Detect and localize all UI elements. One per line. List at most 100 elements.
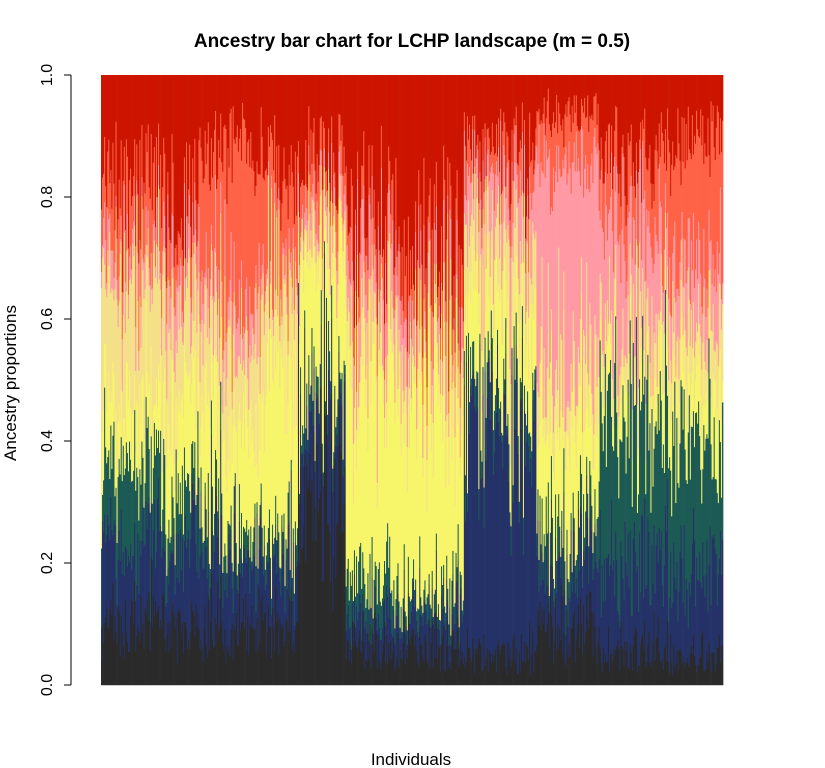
bar-segment-cluster-6 [249, 286, 251, 346]
bar-segment-cluster-1 [442, 635, 444, 686]
bar-segment-cluster-6 [437, 317, 440, 375]
bar-segment-cluster-3 [133, 470, 135, 556]
bar-segment-cluster-8 [395, 75, 397, 159]
bar-segment-cluster-4 [315, 291, 317, 367]
bar-segment-cluster-7 [414, 290, 416, 319]
bar-segment-cluster-6 [304, 212, 306, 230]
bar-segment-cluster-3 [547, 482, 550, 532]
bar-segment-cluster-1 [371, 627, 373, 686]
bar-segment-cluster-2 [556, 592, 558, 649]
bar-segment-cluster-3 [337, 399, 339, 447]
bar-segment-cluster-6 [188, 223, 190, 249]
bar-segment-cluster-5 [519, 241, 522, 320]
bar-segment-cluster-1 [330, 581, 332, 686]
individual-bar [403, 75, 406, 686]
bar-segment-cluster-6 [195, 229, 197, 265]
bar-segment-cluster-8 [199, 75, 201, 128]
individual-bar [506, 75, 508, 686]
bar-segment-cluster-3 [648, 450, 650, 532]
bar-segment-cluster-6 [150, 253, 153, 291]
bar-segment-cluster-4 [536, 428, 538, 534]
bar-segment-cluster-3 [658, 430, 661, 528]
bar-segment-cluster-4 [267, 301, 270, 529]
bar-segment-cluster-3 [422, 612, 424, 627]
individual-bar [649, 75, 651, 686]
bar-segment-cluster-6 [431, 311, 434, 386]
individual-bar [113, 75, 115, 686]
individual-bar [297, 75, 300, 686]
bar-segment-cluster-3 [253, 527, 255, 556]
bar-segment-cluster-3 [329, 351, 331, 380]
bar-segment-cluster-8 [171, 75, 173, 134]
bar-segment-cluster-2 [107, 514, 109, 627]
bar-segment-cluster-6 [328, 152, 330, 170]
bar-segment-cluster-5 [278, 208, 280, 276]
bar-segment-cluster-1 [660, 662, 663, 686]
bar-segment-cluster-8 [148, 75, 151, 188]
individual-bar [529, 75, 531, 686]
bar-segment-cluster-8 [115, 75, 117, 122]
bar-segment-cluster-5 [354, 290, 357, 330]
bar-segment-cluster-4 [589, 346, 591, 461]
bar-segment-cluster-7 [403, 219, 406, 323]
bar-segment-cluster-5 [177, 291, 180, 407]
bar-segment-cluster-2 [463, 385, 466, 657]
bar-segment-cluster-1 [289, 632, 292, 686]
bar-segment-cluster-5 [389, 232, 391, 300]
bar-segment-cluster-4 [550, 330, 553, 456]
bar-segment-cluster-8 [232, 75, 235, 107]
bar-segment-cluster-3 [479, 333, 481, 345]
bar-segment-cluster-2 [218, 518, 220, 632]
bar-segment-cluster-2 [458, 648, 461, 667]
bar-segment-cluster-4 [278, 275, 280, 533]
bar-segment-cluster-5 [360, 356, 362, 381]
bar-segment-cluster-2 [203, 567, 206, 628]
bar-segment-cluster-1 [538, 624, 540, 686]
bar-segment-cluster-5 [333, 216, 335, 225]
bar-segment-cluster-6 [601, 228, 604, 355]
bar-segment-cluster-5 [656, 386, 659, 405]
bar-segment-cluster-3 [241, 562, 244, 578]
individual-bar [258, 75, 260, 686]
individual-bar [146, 75, 148, 686]
bar-segment-cluster-5 [259, 393, 261, 451]
bar-segment-cluster-1 [653, 611, 655, 686]
bar-segment-cluster-8 [586, 75, 588, 117]
bar-segment-cluster-1 [344, 466, 347, 686]
bar-segment-cluster-7 [170, 242, 172, 299]
bar-segment-cluster-2 [643, 597, 645, 652]
bar-segment-cluster-5 [479, 209, 481, 260]
bar-segment-cluster-1 [462, 663, 465, 686]
bar-segment-cluster-2 [606, 557, 609, 662]
bar-segment-cluster-7 [405, 255, 408, 320]
bar-segment-cluster-2 [541, 552, 543, 608]
bar-segment-cluster-4 [266, 342, 269, 543]
individual-bar [617, 75, 619, 686]
bar-segment-cluster-8 [168, 75, 170, 228]
bar-segment-cluster-3 [240, 512, 243, 559]
bar-segment-cluster-2 [573, 531, 576, 612]
individual-bar [408, 75, 411, 686]
bar-segment-cluster-2 [537, 520, 539, 610]
bar-segment-cluster-4 [431, 401, 434, 571]
bar-segment-cluster-8 [381, 75, 384, 257]
bar-segment-cluster-4 [650, 455, 652, 513]
bar-segment-cluster-7 [673, 169, 675, 237]
bar-segment-cluster-2 [180, 570, 183, 634]
bar-segment-cluster-3 [589, 460, 591, 519]
bar-segment-cluster-5 [300, 251, 302, 272]
bar-segment-cluster-6 [161, 318, 163, 356]
bar-segment-cluster-3 [385, 573, 387, 626]
individual-bar [301, 75, 303, 686]
bar-segment-cluster-3 [263, 525, 266, 546]
bar-segment-cluster-7 [652, 183, 654, 274]
bar-segment-cluster-7 [389, 160, 391, 191]
bar-segment-cluster-2 [266, 562, 269, 632]
individual-bar [455, 75, 457, 686]
individual-bar [524, 75, 527, 686]
bar-segment-cluster-6 [248, 357, 250, 410]
bar-segment-cluster-7 [559, 113, 561, 170]
bar-segment-cluster-6 [501, 223, 503, 290]
bar-segment-cluster-1 [585, 632, 587, 686]
bar-segment-cluster-7 [655, 135, 658, 235]
